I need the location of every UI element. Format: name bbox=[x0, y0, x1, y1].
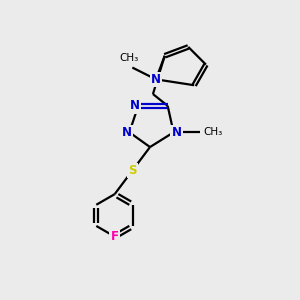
Text: CH₃: CH₃ bbox=[120, 53, 139, 63]
Text: CH₃: CH₃ bbox=[203, 127, 222, 137]
Text: N: N bbox=[151, 73, 161, 86]
Text: F: F bbox=[111, 230, 119, 243]
Text: N: N bbox=[130, 99, 140, 112]
Text: S: S bbox=[128, 164, 136, 177]
Text: N: N bbox=[122, 126, 131, 139]
Text: N: N bbox=[172, 126, 182, 139]
